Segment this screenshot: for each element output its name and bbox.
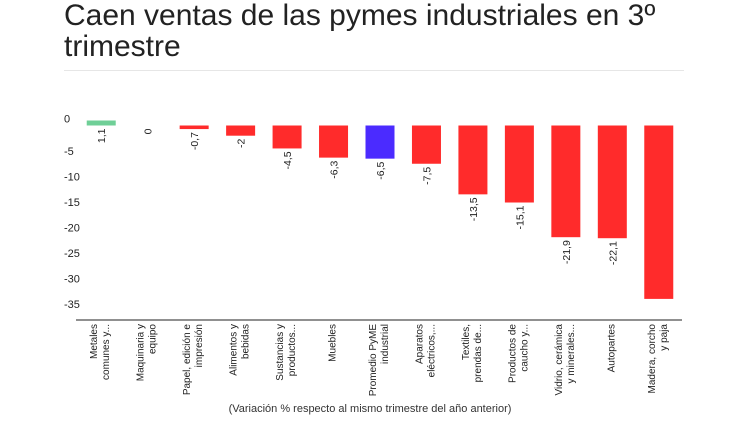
footnote: (Variación % respecto al mismo trimestre…	[228, 403, 512, 415]
value-label: -2	[236, 139, 248, 148]
bar	[458, 125, 488, 195]
bar	[86, 120, 116, 126]
category-label: caucho y...	[519, 324, 530, 372]
category-label: comunes y...	[101, 324, 112, 380]
y-tick-label: -20	[64, 223, 80, 235]
y-tick-label: -10	[64, 172, 80, 184]
value-label: -7,5	[421, 167, 433, 185]
y-axis: 0 -5 -10 -15 -20 -25 -30 -35	[64, 114, 80, 312]
bar	[551, 125, 581, 238]
category-label: Aparatos	[414, 324, 425, 364]
category-label: impresión	[194, 324, 205, 367]
category-label: Maquinaria y	[136, 324, 147, 381]
category-label: eléctricos,...	[426, 324, 437, 377]
y-tick-label: -5	[64, 146, 74, 158]
value-label: 1,1	[96, 128, 108, 143]
bar	[597, 125, 627, 239]
category-label: industrial	[380, 324, 391, 364]
value-label: -13,5	[468, 197, 480, 221]
y-tick-label: -30	[64, 274, 80, 286]
bar	[272, 125, 302, 149]
value-label: -15,1	[514, 205, 526, 229]
value-labels: 1,1 0 -0,7 -2 -4,5 -6,3 -6,5 -7,5 -13,5 -15,1 -21,…	[96, 128, 619, 265]
category-label: Autopartes	[606, 324, 617, 372]
category-label: Promedio PyME	[368, 324, 379, 397]
bar	[411, 125, 441, 164]
y-tick-label: -25	[64, 248, 80, 260]
title-divider	[64, 70, 684, 71]
value-label: -6,5	[375, 161, 387, 179]
category-label: Madera, corcho	[647, 324, 658, 394]
value-label: -4,5	[282, 151, 294, 169]
category-label: Vidrio, cerámica	[554, 324, 565, 396]
chart-title: Caen ventas de las pymes industriales en…	[64, 0, 656, 63]
category-label: Textiles,	[461, 324, 472, 360]
bar	[644, 125, 674, 299]
category-label: Papel, edición e	[182, 324, 193, 396]
bars	[86, 120, 674, 299]
category-label: Metales	[89, 324, 100, 359]
value-label: 0	[143, 128, 155, 134]
category-label: Alimentos y	[229, 324, 240, 376]
value-label: -0,7	[189, 132, 201, 150]
category-label: Productos de	[507, 324, 518, 383]
y-tick-label: 0	[64, 114, 70, 126]
category-label: equipo	[148, 324, 159, 354]
category-label: bebidas	[241, 324, 252, 359]
category-label: prendas de...	[473, 324, 484, 382]
category-labels: Metales comunes y... Maquinaria y equipo Pap…	[89, 324, 670, 397]
bar	[504, 125, 534, 203]
bar	[179, 125, 209, 130]
bar	[365, 125, 395, 159]
category-label: Sustancias y	[275, 324, 286, 381]
category-label: y paja	[659, 324, 670, 351]
bar	[319, 125, 349, 158]
category-label: y minerales...	[566, 324, 577, 383]
value-label: -22,1	[607, 241, 619, 265]
category-label: productos...	[287, 324, 298, 376]
y-tick-label: -15	[64, 197, 80, 209]
value-label: -6,3	[329, 160, 341, 178]
category-label: Muebles	[328, 324, 339, 362]
bar	[226, 125, 256, 136]
value-label: -21,9	[561, 240, 573, 264]
y-tick-label: -35	[64, 299, 80, 311]
